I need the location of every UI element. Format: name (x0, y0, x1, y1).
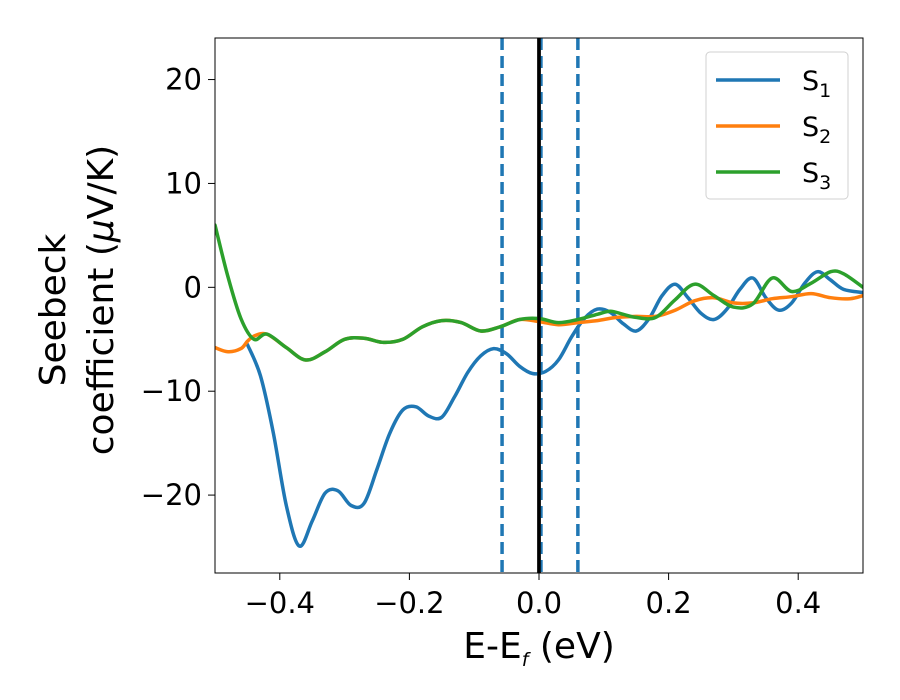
y-axis-label-line2: coefficient (μV/K) (81, 145, 122, 455)
x-axis-ticks: −0.4 −0.2 0.0 0.2 0.4 (245, 573, 821, 620)
y-tick-label: 0 (184, 270, 202, 304)
x-tick-label: 0.4 (775, 586, 821, 620)
legend-label-s3: S3 (802, 158, 831, 194)
x-tick-label: −0.2 (374, 586, 444, 620)
x-tick-label: −0.4 (245, 586, 315, 620)
y-tick-label: 10 (165, 166, 202, 200)
series-line-s1 (245, 269, 863, 548)
legend-items: S1 S2 S3 (716, 66, 831, 194)
x-axis-label: E-Ef (eV) (463, 626, 615, 671)
y-tick-label: −20 (141, 478, 202, 512)
y-axis-ticks: −20 −10 0 10 20 (141, 63, 215, 512)
y-axis-label-line1: Seebeck (33, 233, 74, 386)
y-tick-label: −10 (141, 374, 202, 408)
x-tick-label: 0.2 (646, 586, 692, 620)
x-tick-label: 0.0 (516, 586, 562, 620)
legend-label-s2: S2 (802, 112, 831, 148)
y-tick-label: 20 (165, 63, 202, 97)
series-lines (215, 38, 863, 573)
legend-label-s1: S1 (802, 66, 831, 102)
y-axis-label: Seebeck coefficient (μV/K) (33, 145, 122, 455)
legend: S1 S2 S3 (705, 51, 849, 200)
